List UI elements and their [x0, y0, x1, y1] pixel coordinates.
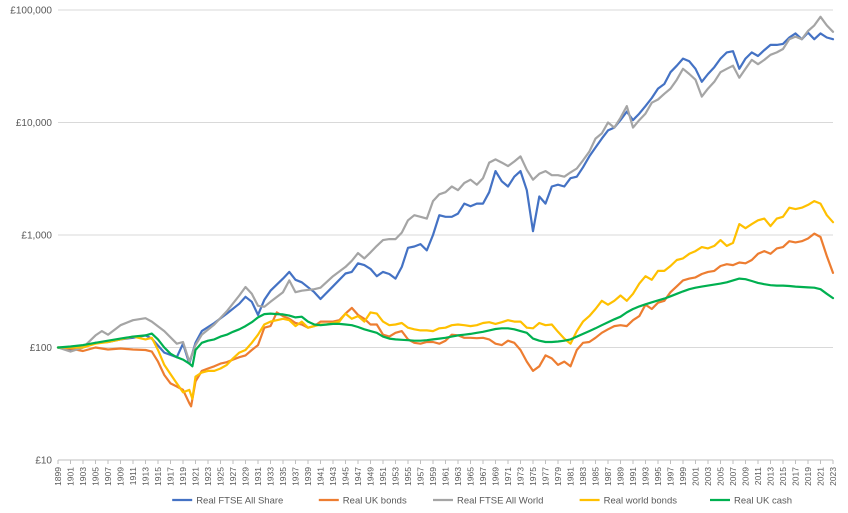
x-tick-label: 2021 — [816, 467, 826, 486]
x-tick-label: 1945 — [341, 467, 351, 486]
x-tick-label: 1969 — [491, 467, 501, 486]
y-tick-label: £10 — [35, 456, 52, 467]
x-tick-label: 2023 — [828, 467, 838, 486]
legend-label: Real FTSE All World — [457, 496, 543, 507]
legend-label: Real UK cash — [734, 496, 792, 507]
x-tick-label: 1961 — [441, 467, 451, 486]
x-tick-label: 1963 — [453, 467, 463, 486]
x-tick-label: 1971 — [503, 467, 513, 486]
x-tick-label: 1925 — [216, 467, 226, 486]
x-tick-label: 1957 — [416, 467, 426, 486]
x-tick-label: 1913 — [141, 467, 151, 486]
x-tick-label: 2005 — [716, 467, 726, 486]
x-tick-label: 1995 — [653, 467, 663, 486]
x-tick-label: 2015 — [778, 467, 788, 486]
x-tick-label: 1939 — [303, 467, 313, 486]
x-tick-label: 1919 — [178, 467, 188, 486]
x-tick-label: 1949 — [366, 467, 376, 486]
x-tick-label: 1923 — [203, 467, 213, 486]
x-tick-label: 1983 — [578, 467, 588, 486]
x-tick-label: 1907 — [103, 467, 113, 486]
x-tick-label: 1917 — [166, 467, 176, 486]
x-tick-label: 1953 — [391, 467, 401, 486]
legend-item: Real UK cash — [710, 496, 792, 507]
x-tick-label: 1951 — [378, 467, 388, 486]
x-tick-label: 1937 — [291, 467, 301, 486]
x-tick-label: 1901 — [66, 467, 76, 486]
legend-item: Real FTSE All Share — [172, 496, 283, 507]
x-tick-label: 2009 — [741, 467, 751, 486]
series-lines — [56, 15, 835, 408]
x-tick-label: 1929 — [241, 467, 251, 486]
x-tick-label: 1915 — [153, 467, 163, 486]
x-tick-label: 1935 — [278, 467, 288, 486]
x-tick-label: 1911 — [128, 467, 138, 486]
series-line-real-ftse-all-world — [56, 15, 835, 363]
legend-item: Real FTSE All World — [433, 496, 543, 507]
x-axis: 1899 1901 1903 1905 1907 1909 1911 1913 1915 1917… — [53, 460, 838, 486]
x-tick-label: 1979 — [553, 467, 563, 486]
legend-label: Real UK bonds — [343, 496, 407, 507]
x-tick-label: 1909 — [116, 467, 126, 486]
y-tick-label: £10,000 — [16, 118, 53, 129]
x-tick-label: 2007 — [728, 467, 738, 486]
x-tick-label: 1999 — [678, 467, 688, 486]
x-tick-label: 1941 — [316, 467, 326, 486]
y-axis: £10 £100 £1,000 £10,000 £100,000 — [10, 6, 52, 467]
x-tick-label: 1931 — [253, 467, 263, 486]
x-tick-label: 1927 — [228, 467, 238, 486]
x-tick-label: 1967 — [478, 467, 488, 486]
x-tick-label: 1989 — [616, 467, 626, 486]
series-line-real-ftse-all-share — [56, 31, 835, 365]
y-tick-label: £1,000 — [21, 231, 52, 242]
x-tick-label: 2013 — [766, 467, 776, 486]
x-tick-label: 1997 — [666, 467, 676, 486]
x-tick-label: 2011 — [753, 467, 763, 486]
y-tick-label: £100 — [30, 343, 53, 354]
x-tick-label: 2003 — [703, 467, 713, 486]
series-line-real-world-bonds — [56, 200, 835, 400]
x-tick-label: 1921 — [191, 467, 201, 486]
x-tick-label: 1965 — [466, 467, 476, 486]
legend-label: Real FTSE All Share — [196, 496, 283, 507]
x-tick-label: 2017 — [791, 467, 801, 486]
x-tick-label: 1985 — [591, 467, 601, 486]
x-tick-label: 1903 — [78, 467, 88, 486]
x-tick-label: 1991 — [628, 467, 638, 486]
legend: Real FTSE All Share Real UK bonds Real FTS… — [172, 496, 792, 507]
x-tick-label: 1959 — [428, 467, 438, 486]
x-tick-label: 1899 — [53, 467, 63, 486]
x-tick-label: 1973 — [516, 467, 526, 486]
legend-item: Real world bonds — [579, 496, 678, 507]
x-tick-label: 1933 — [266, 467, 276, 486]
x-tick-label: 1981 — [566, 467, 576, 486]
x-tick-label: 1993 — [641, 467, 651, 486]
x-tick-label: 2001 — [691, 467, 701, 486]
x-tick-label: 1975 — [528, 467, 538, 486]
x-tick-label: 1947 — [353, 467, 363, 486]
x-tick-label: 1943 — [328, 467, 338, 486]
legend-item: Real UK bonds — [318, 496, 407, 507]
y-tick-label: £100,000 — [10, 6, 52, 17]
gridlines — [58, 9, 833, 461]
series-line-real-uk-bonds — [56, 232, 835, 408]
x-tick-label: 1987 — [603, 467, 613, 486]
x-tick-label: 1955 — [403, 467, 413, 486]
legend-label: Real world bonds — [604, 496, 678, 507]
x-tick-label: 1905 — [91, 467, 101, 486]
series-line-real-uk-cash — [56, 277, 835, 368]
x-tick-label: 2019 — [803, 467, 813, 486]
x-tick-label: 1977 — [541, 467, 551, 486]
